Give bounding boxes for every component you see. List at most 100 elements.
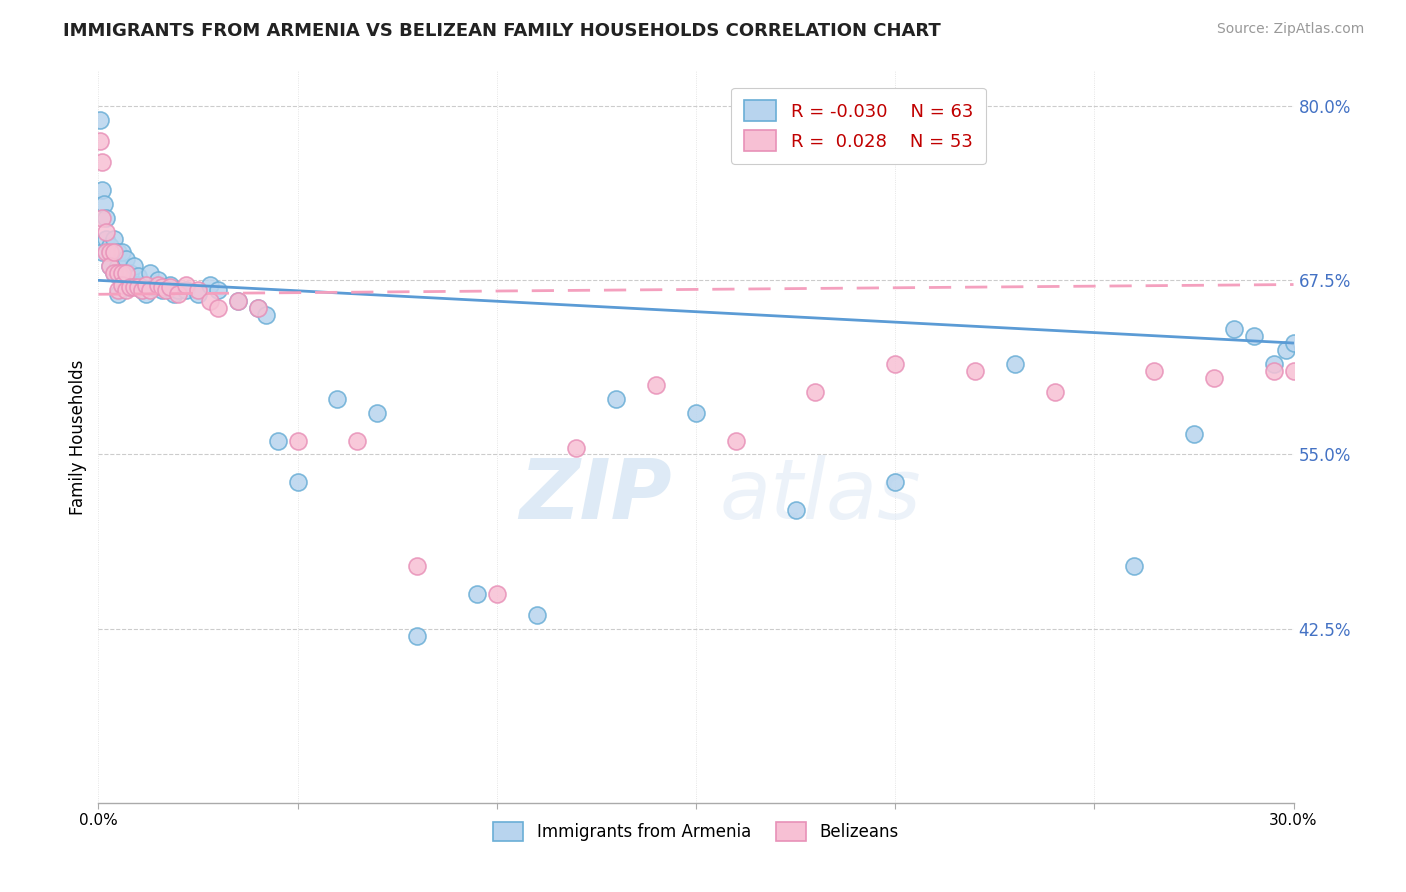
Point: [724, 434, 747, 448]
Point: [91, 211, 114, 225]
Point: [143, 280, 166, 294]
Point: [96, 245, 118, 260]
Point: [167, 287, 190, 301]
Point: [1004, 357, 1026, 371]
Point: [159, 277, 181, 292]
Point: [605, 392, 627, 406]
Point: [1182, 426, 1205, 441]
Point: [526, 607, 548, 622]
Point: [107, 266, 129, 280]
Point: [1123, 558, 1146, 573]
Point: [115, 266, 138, 280]
Point: [174, 283, 197, 297]
Point: [139, 266, 162, 280]
Point: [93, 196, 115, 211]
Point: [884, 475, 907, 490]
Text: ZIP: ZIP: [519, 455, 672, 536]
Point: [115, 280, 138, 294]
Point: [91, 155, 114, 169]
Point: [1274, 343, 1296, 357]
Text: IMMIGRANTS FROM ARMENIA VS BELIZEAN FAMILY HOUSEHOLDS CORRELATION CHART: IMMIGRANTS FROM ARMENIA VS BELIZEAN FAMI…: [63, 22, 941, 40]
Point: [1362, 377, 1385, 392]
Point: [198, 294, 221, 309]
Point: [91, 245, 114, 260]
Point: [254, 308, 277, 322]
Point: [96, 225, 118, 239]
Point: [111, 245, 134, 260]
Point: [120, 280, 142, 294]
Point: [267, 434, 290, 448]
Point: [326, 392, 349, 406]
Point: [111, 266, 134, 280]
Point: [103, 231, 125, 245]
Point: [246, 301, 269, 316]
Point: [804, 384, 827, 399]
Point: [207, 301, 229, 316]
Point: [131, 283, 153, 297]
Point: [115, 266, 138, 280]
Point: [111, 277, 134, 292]
Point: [115, 283, 138, 297]
Point: [1343, 371, 1365, 385]
Point: [103, 266, 125, 280]
Point: [187, 287, 209, 301]
Text: Source: ZipAtlas.com: Source: ZipAtlas.com: [1216, 22, 1364, 37]
Point: [150, 280, 173, 294]
Point: [98, 245, 122, 260]
Point: [124, 260, 146, 274]
Point: [120, 280, 142, 294]
Point: [287, 434, 309, 448]
Point: [89, 113, 111, 128]
Point: [96, 231, 118, 245]
Point: [155, 280, 177, 294]
Point: [1322, 364, 1344, 378]
Point: [150, 283, 173, 297]
Point: [187, 283, 209, 297]
Point: [155, 283, 177, 297]
Point: [139, 283, 162, 297]
Point: [198, 277, 221, 292]
Point: [91, 183, 114, 197]
Point: [884, 357, 907, 371]
Point: [163, 287, 186, 301]
Point: [107, 266, 129, 280]
Point: [685, 406, 707, 420]
Point: [287, 475, 309, 490]
Point: [107, 287, 129, 301]
Point: [785, 503, 807, 517]
Point: [1263, 357, 1285, 371]
Point: [98, 245, 122, 260]
Point: [246, 301, 269, 316]
Point: [107, 260, 129, 274]
Point: [1202, 371, 1225, 385]
Point: [107, 245, 129, 260]
Point: [1043, 384, 1066, 399]
Point: [135, 277, 157, 292]
Point: [127, 269, 149, 284]
Point: [406, 629, 429, 643]
Point: [159, 280, 181, 294]
Point: [174, 277, 197, 292]
Point: [1282, 364, 1305, 378]
Point: [207, 283, 229, 297]
Point: [645, 377, 668, 392]
Point: [565, 441, 588, 455]
Y-axis label: Family Households: Family Households: [69, 359, 87, 515]
Point: [127, 277, 149, 292]
Point: [107, 283, 129, 297]
Point: [111, 266, 134, 280]
Point: [1143, 364, 1166, 378]
Point: [89, 134, 111, 148]
Point: [135, 287, 157, 301]
Point: [1402, 364, 1406, 378]
Point: [148, 277, 170, 292]
Point: [406, 558, 429, 573]
Point: [226, 294, 249, 309]
Legend: Immigrants from Armenia, Belizeans: Immigrants from Armenia, Belizeans: [485, 814, 907, 849]
Point: [120, 266, 142, 280]
Point: [148, 273, 170, 287]
Point: [1302, 371, 1324, 385]
Point: [96, 211, 118, 225]
Point: [1223, 322, 1246, 336]
Point: [98, 260, 122, 274]
